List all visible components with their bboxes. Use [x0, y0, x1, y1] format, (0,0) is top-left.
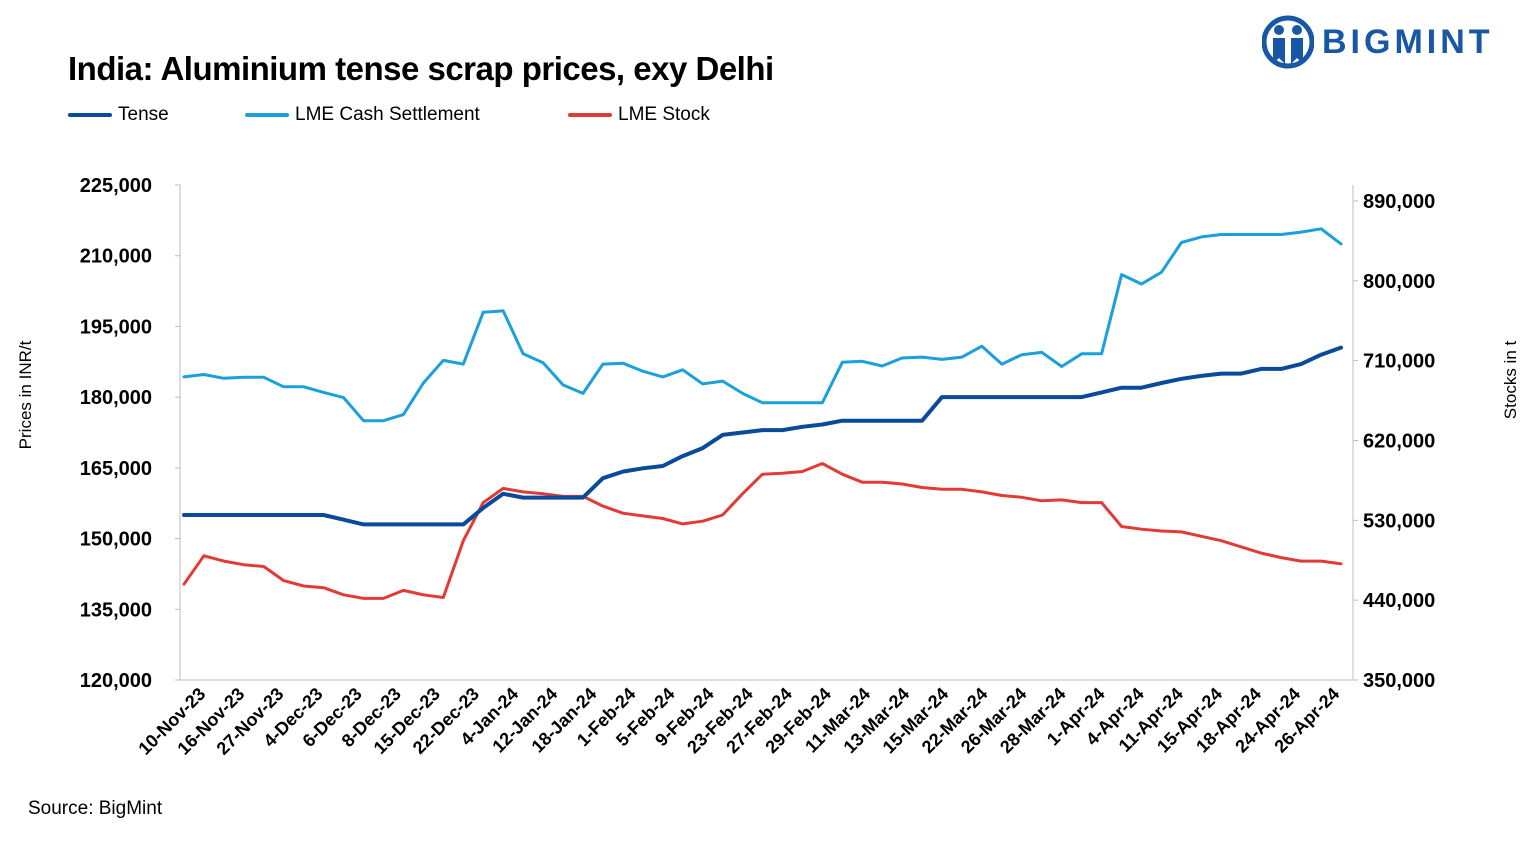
y-left-tick-label: 135,000 [80, 599, 152, 621]
legend-swatch-lme-cash [245, 113, 289, 117]
legend-item-lme-cash: LME Cash Settlement [245, 104, 480, 126]
y-left-tick-label: 165,000 [80, 458, 152, 480]
series-line-lme-stock [182, 462, 1343, 600]
bigmint-logo-icon [1262, 15, 1314, 69]
legend-swatch-tense [68, 113, 112, 117]
legend-item-tense: Tense [68, 104, 169, 126]
y-right-tick-label: 620,000 [1363, 430, 1435, 452]
legend-label-lme-stock: LME Stock [618, 104, 710, 125]
legend-label-tense: Tense [118, 104, 169, 125]
y-right-tick-label: 530,000 [1363, 510, 1435, 532]
legend-swatch-lme-stock [568, 113, 612, 117]
source-note: Source: BigMint [28, 798, 163, 819]
y-axis-title-right: Stocks in t [1501, 341, 1520, 420]
y-right-tick-label: 800,000 [1363, 271, 1435, 293]
y-axis-title-left: Prices in INR/t [16, 340, 35, 449]
y-right-tick-label: 350,000 [1363, 670, 1435, 692]
y-left-tick-label: 150,000 [80, 529, 152, 551]
y-left-tick-label: 180,000 [80, 387, 152, 409]
bigmint-logo-text: BIGMINT [1322, 22, 1494, 61]
legend-label-lme-cash: LME Cash Settlement [295, 104, 480, 125]
y-right-tick-label: 890,000 [1363, 191, 1435, 213]
bigmint-logo: BIGMINT [1262, 14, 1494, 70]
series-line-lme-cash-settlement [182, 227, 1343, 423]
y-right-tick-label: 710,000 [1363, 351, 1435, 373]
y-left-tick-label: 210,000 [80, 246, 152, 268]
series-line-tense [182, 345, 1343, 527]
y-left-tick-label: 195,000 [80, 316, 152, 338]
chart-title: India: Aluminium tense scrap prices, exy… [68, 50, 774, 87]
y-left-tick-label: 120,000 [80, 670, 152, 692]
y-right-tick-label: 440,000 [1363, 590, 1435, 612]
legend-item-lme-stock: LME Stock [568, 104, 710, 126]
y-left-tick-label: 225,000 [80, 175, 152, 197]
